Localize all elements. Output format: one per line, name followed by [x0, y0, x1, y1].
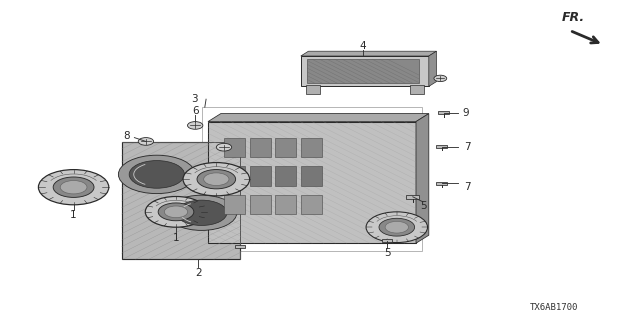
Bar [250, 166, 271, 186]
Circle shape [60, 180, 87, 194]
Bar [202, 107, 422, 251]
Text: 1: 1 [173, 233, 179, 243]
Circle shape [434, 75, 447, 82]
Bar [301, 56, 429, 86]
Circle shape [118, 155, 195, 194]
Circle shape [216, 143, 232, 151]
Bar [224, 138, 245, 157]
Circle shape [129, 161, 184, 188]
Bar [307, 59, 419, 83]
Text: TX6AB1700: TX6AB1700 [529, 303, 578, 312]
Text: 2: 2 [195, 268, 202, 278]
Circle shape [379, 218, 415, 236]
Circle shape [138, 138, 154, 145]
Text: 9: 9 [463, 108, 469, 118]
Circle shape [183, 163, 250, 196]
Bar [275, 138, 296, 157]
Bar [436, 181, 447, 185]
Text: 8: 8 [123, 131, 129, 141]
Circle shape [197, 170, 236, 189]
Bar [436, 145, 447, 148]
Bar [301, 138, 322, 157]
Bar [410, 85, 424, 94]
Circle shape [204, 173, 229, 186]
Bar [438, 111, 449, 115]
Bar [250, 195, 271, 214]
Polygon shape [208, 114, 429, 122]
Bar [406, 195, 419, 199]
Bar [275, 166, 296, 186]
Polygon shape [429, 51, 436, 86]
Text: 7: 7 [464, 182, 470, 192]
Circle shape [164, 206, 188, 218]
Bar [275, 195, 296, 214]
Bar [224, 195, 245, 214]
Circle shape [166, 195, 237, 230]
Polygon shape [122, 142, 240, 259]
Circle shape [366, 212, 428, 243]
Circle shape [385, 221, 408, 233]
Polygon shape [301, 51, 436, 56]
Text: 1: 1 [70, 210, 77, 220]
Bar [208, 122, 416, 243]
Text: FR.: FR. [561, 11, 584, 24]
Circle shape [188, 122, 203, 129]
Polygon shape [416, 114, 429, 243]
Text: 3: 3 [191, 94, 198, 104]
Bar [382, 239, 392, 242]
Circle shape [158, 203, 194, 221]
Text: 5: 5 [420, 201, 427, 212]
Circle shape [53, 177, 94, 197]
Bar [224, 166, 245, 186]
Text: 5: 5 [384, 248, 390, 258]
Text: 7: 7 [464, 141, 470, 152]
Bar [301, 195, 322, 214]
Circle shape [38, 170, 109, 205]
Bar [306, 85, 320, 94]
Text: 6: 6 [192, 106, 198, 116]
Circle shape [145, 196, 207, 227]
Text: 4: 4 [360, 41, 366, 51]
Bar [250, 138, 271, 157]
Bar [301, 166, 322, 186]
Circle shape [176, 200, 227, 226]
Bar [235, 245, 245, 248]
